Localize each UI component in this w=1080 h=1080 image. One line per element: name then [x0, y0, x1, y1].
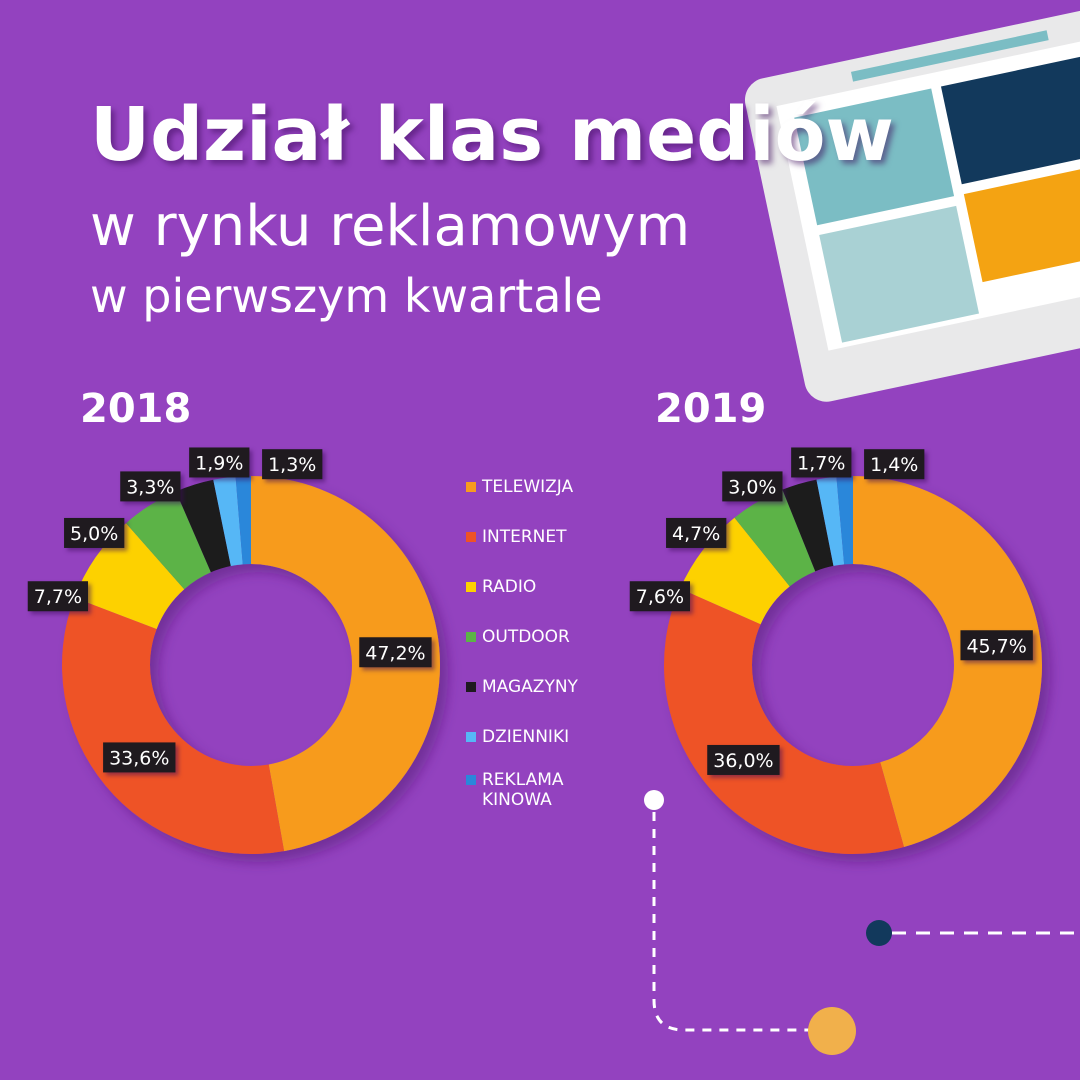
value-label: 45,7% [966, 635, 1026, 657]
value-label-box [262, 449, 323, 480]
value-label: 4,7% [672, 523, 720, 545]
donut-slice [62, 597, 285, 854]
donut-slice [816, 476, 845, 566]
value-label-box [189, 447, 250, 478]
value-label-box [120, 471, 181, 502]
chart-title: 2018 [80, 386, 191, 432]
donut-slice [251, 476, 440, 852]
legend-label: REKLAMA KINOWA [482, 770, 564, 810]
value-label: 3,3% [126, 476, 174, 498]
value-label-box [707, 744, 780, 775]
value-label: 7,7% [34, 586, 82, 608]
value-label-box [103, 742, 176, 773]
value-label: 1,3% [268, 454, 316, 476]
value-label: 1,4% [870, 454, 918, 476]
chart-title: 2019 [655, 386, 766, 432]
legend-item: DZIENNIKI [466, 727, 586, 747]
donut-slice [74, 523, 185, 630]
subtitle: w pierwszym kwartale [90, 269, 603, 323]
legend-item: INTERNET [466, 527, 586, 547]
legend-swatch [466, 682, 476, 692]
donut-slice [235, 476, 251, 565]
value-label-box [960, 630, 1033, 661]
legend-label: DZIENNIKI [482, 727, 570, 747]
legend-item: OUTDOOR [466, 627, 586, 647]
subtitle: w rynku reklamowym [90, 194, 690, 259]
value-label: 1,9% [195, 452, 243, 474]
value-label: 47,2% [365, 642, 425, 664]
value-label: 33,6% [109, 747, 169, 769]
legend-label: OUTDOOR [482, 627, 570, 647]
legend-item: MAGAZYNY [466, 677, 586, 697]
legend-swatch [466, 732, 476, 742]
value-label-box [864, 449, 925, 480]
donut-slice [836, 476, 853, 565]
legend-swatch [466, 532, 476, 542]
title: Udział klas mediów [90, 92, 894, 178]
legend-item: REKLAMA KINOWA [466, 770, 586, 810]
donut-slice [782, 479, 834, 572]
legend-item: RADIO [466, 577, 586, 597]
monitor-illustration [744, 0, 1080, 402]
value-label: 36,0% [713, 750, 773, 772]
legend-swatch [466, 632, 476, 642]
value-label-box [791, 447, 852, 478]
value-label: 7,6% [636, 586, 684, 608]
decoration [644, 790, 1080, 1055]
donut-slice [213, 476, 243, 567]
value-label-box [666, 517, 727, 548]
legend-swatch [466, 775, 476, 785]
legend-label: RADIO [482, 577, 537, 597]
legend-item: TELEWIZJA [466, 477, 586, 497]
legend-label: INTERNET [482, 527, 567, 547]
donut-slice [734, 489, 816, 587]
value-label-box [64, 517, 125, 548]
legend-swatch [466, 482, 476, 492]
value-label-box [359, 637, 432, 668]
value-label-box [722, 471, 783, 502]
value-label-box [629, 581, 691, 612]
donut-slice [853, 476, 1042, 847]
value-label: 5,0% [70, 523, 118, 545]
value-label: 1,7% [797, 452, 845, 474]
donut [664, 476, 1042, 854]
value-label-box [27, 581, 89, 612]
legend-label: MAGAZYNY [482, 677, 578, 697]
legend-label: TELEWIZJA [482, 477, 574, 497]
donut-slice [126, 491, 211, 590]
donut-slice [664, 588, 904, 854]
value-label: 3,0% [728, 476, 776, 498]
legend-swatch [466, 582, 476, 592]
donut-slice [175, 479, 231, 573]
donut [62, 476, 440, 854]
